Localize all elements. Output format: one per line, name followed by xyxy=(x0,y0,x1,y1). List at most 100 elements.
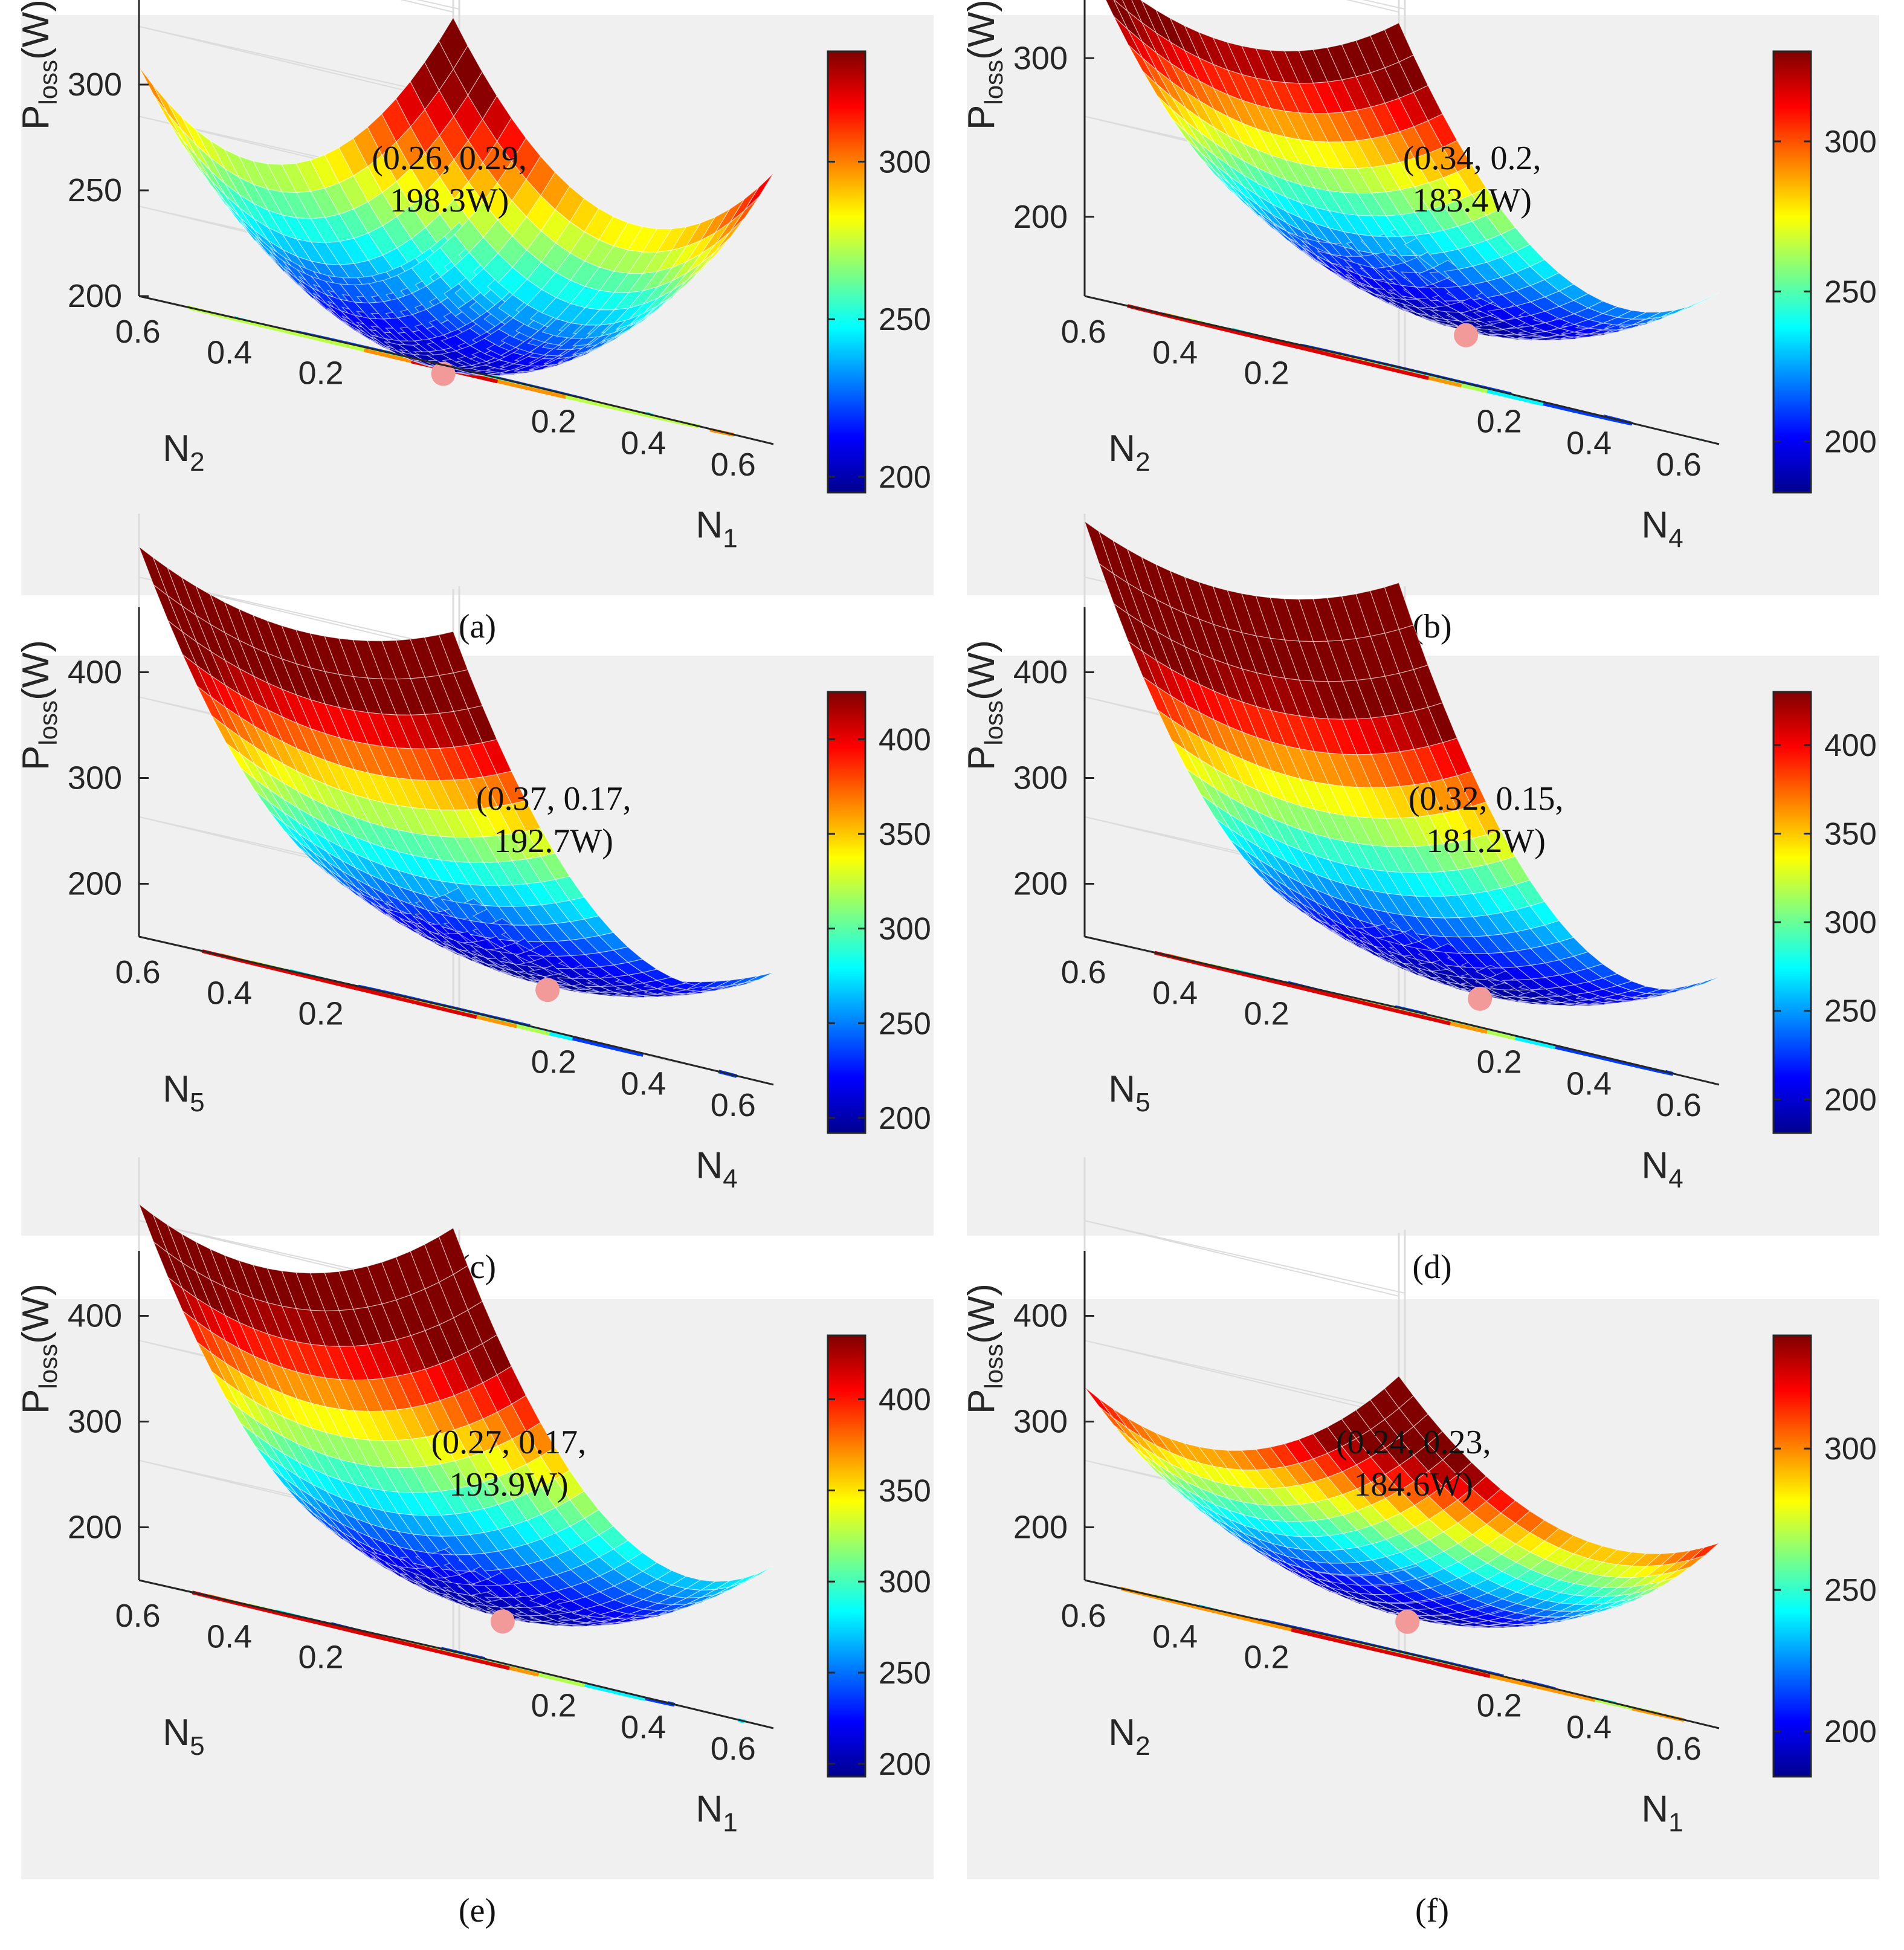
axes xyxy=(138,1251,774,1729)
y-tick-label: 0.4 xyxy=(1152,975,1198,1011)
z-tick-label: 200 xyxy=(68,278,122,314)
colorbar-tick-label: 350 xyxy=(1824,817,1877,852)
x-tick-label: 0.4 xyxy=(1566,425,1612,461)
x-tick-label: 0.2 xyxy=(531,404,576,440)
z-axis-label-subscript: loss xyxy=(34,1344,62,1389)
minimum-annotation-line1: (0.24, 0.23, xyxy=(1336,1424,1491,1461)
x-axis-line xyxy=(1404,1008,1720,1086)
x-tick-label: 0.2 xyxy=(1477,1044,1522,1080)
loss-surface xyxy=(1083,520,1720,1007)
z-tick-label: 400 xyxy=(68,1298,122,1334)
z-axis-label: Ploss(W) xyxy=(961,0,1008,130)
z-tick-label: 200 xyxy=(68,1509,122,1546)
y-tick-label: 0.4 xyxy=(207,1618,252,1655)
panel-a: 200 250 300 350 0.2 0.4 0.6 0.2 0.4 0.6 … xyxy=(15,0,934,595)
z-tick-label: 300 xyxy=(1013,40,1068,76)
y-tick-label: 0.4 xyxy=(207,334,252,370)
loss-surface xyxy=(138,17,774,376)
colorbar-tick-marks xyxy=(828,161,865,478)
y-tick-label: 0.6 xyxy=(115,954,161,990)
y-tick-label: 0.4 xyxy=(1152,334,1198,370)
z-tick-label: 300 xyxy=(1013,760,1068,796)
colorbar-tick-marks xyxy=(1773,1447,1811,1732)
x-axis-label: N1 xyxy=(695,504,737,553)
x-tick-label: 0.4 xyxy=(1566,1065,1612,1102)
y-tick-label: 0.4 xyxy=(207,975,252,1011)
colorbar-gradient xyxy=(1772,50,1812,494)
colorbar-tick-label: 400 xyxy=(879,722,931,757)
z-axis-label-subscript: loss xyxy=(34,60,62,105)
y-axis-label-subscript: 5 xyxy=(190,1088,204,1117)
colorbar-tick-label: 200 xyxy=(1824,1082,1877,1117)
minimum-annotation-line2: 193.9W) xyxy=(449,1466,569,1503)
minimum-point-marker xyxy=(1395,1609,1420,1634)
colorbar-tick-marks xyxy=(828,1398,865,1765)
z-axis-label-unit: (W) xyxy=(15,1283,57,1344)
x-axis-label-subscript: 1 xyxy=(723,1807,737,1837)
surface-patch xyxy=(744,1566,774,1583)
x-tick-label: 0.2 xyxy=(531,1044,576,1080)
z-axis-label-subscript: loss xyxy=(979,60,1008,105)
x-axis-label: N1 xyxy=(695,1788,737,1837)
z-axis-label: Ploss(W) xyxy=(15,640,62,770)
panel-caption-e: (e) xyxy=(459,1892,496,1929)
x-tick-label: 0.4 xyxy=(621,1709,666,1745)
panel-e: 200 300 400 0.2 0.4 0.6 0.2 0.4 0.6 Plos… xyxy=(15,1157,934,1879)
y-axis-label: N2 xyxy=(163,428,204,477)
y-tick-labels: 0.2 0.4 0.6 xyxy=(1061,954,1289,1032)
x-tick-label: 0.2 xyxy=(531,1688,576,1724)
y-axis-line xyxy=(138,1579,460,1654)
x-axis-line xyxy=(459,1651,774,1729)
x-tick-label: 0.6 xyxy=(1656,1731,1702,1767)
back-wall-horizontal-gridline xyxy=(138,576,460,653)
x-tick-labels: 0.2 0.4 0.6 xyxy=(1477,404,1702,483)
x-tick-labels: 0.2 0.4 0.6 xyxy=(531,1044,756,1123)
x-tick-label: 0.6 xyxy=(711,1087,756,1123)
y-axis-label-subscript: 2 xyxy=(190,447,204,477)
z-axis-label-symbol: P xyxy=(961,105,1002,130)
x-tick-label: 0.2 xyxy=(1477,404,1522,440)
panel-d: 200 300 400 0.2 0.4 0.6 0.2 0.4 0.6 Plos… xyxy=(961,514,1879,1236)
x-tick-labels: 0.2 0.4 0.6 xyxy=(1477,1688,1702,1767)
y-tick-label: 0.4 xyxy=(1152,1618,1198,1655)
x-tick-labels: 0.2 0.4 0.6 xyxy=(531,1688,756,1767)
colorbar: 200 250 300 350 400 xyxy=(827,691,931,1136)
y-axis-label-subscript: 2 xyxy=(1135,1731,1150,1761)
colorbar-tick-labels: 200 250 300 xyxy=(1824,124,1877,460)
colorbar: 200 250 300 xyxy=(1772,50,1877,494)
colorbar: 200 250 300 350 400 xyxy=(827,1334,931,1782)
colorbar-tick-marks xyxy=(1773,744,1811,1100)
minimum-annotation-line2: 198.3W) xyxy=(390,182,509,219)
z-axis-label: Ploss(W) xyxy=(15,1283,62,1414)
colorbar-tick-label: 300 xyxy=(879,1564,931,1600)
colorbar-gradient xyxy=(827,1334,866,1778)
y-tick-label: 0.6 xyxy=(115,1598,161,1634)
y-tick-label: 0.6 xyxy=(1061,314,1106,350)
minimum-annotation-line2: 192.7W) xyxy=(494,822,613,860)
y-tick-label: 0.6 xyxy=(1061,1598,1106,1634)
y-tick-label: 0.2 xyxy=(298,1639,343,1676)
colorbar-tick-label: 300 xyxy=(879,145,931,180)
x-axis-line xyxy=(459,1008,774,1086)
x-tick-label: 0.2 xyxy=(1477,1688,1522,1724)
x-tick-label: 0.4 xyxy=(621,425,666,461)
colorbar-tick-labels: 200 250 300 xyxy=(879,145,931,495)
colorbar-tick-marks xyxy=(828,738,865,1119)
z-tick-label: 200 xyxy=(1013,866,1068,902)
axes xyxy=(1083,0,1720,445)
z-axis-label-unit: (W) xyxy=(961,640,1002,700)
colorbar: 200 250 300 xyxy=(827,50,931,495)
colorbar-tick-label: 250 xyxy=(1824,1573,1877,1608)
z-axis-label-unit: (W) xyxy=(961,1283,1002,1344)
y-axis-label-symbol: N xyxy=(1108,428,1135,470)
y-axis-line xyxy=(1084,295,1405,370)
x-axis-label-subscript: 4 xyxy=(723,1164,737,1193)
minimum-annotation-line1: (0.32, 0.15, xyxy=(1409,780,1564,818)
y-axis-label-symbol: N xyxy=(163,428,190,470)
colorbar-gradient xyxy=(827,50,866,494)
y-tick-label: 0.2 xyxy=(298,996,343,1032)
z-tick-labels: 200 300 400 xyxy=(68,654,122,902)
colorbar-tick-labels: 200 250 300 xyxy=(1824,1432,1877,1749)
surface-patch xyxy=(1689,1542,1720,1560)
z-tick-label: 400 xyxy=(1013,1298,1068,1334)
